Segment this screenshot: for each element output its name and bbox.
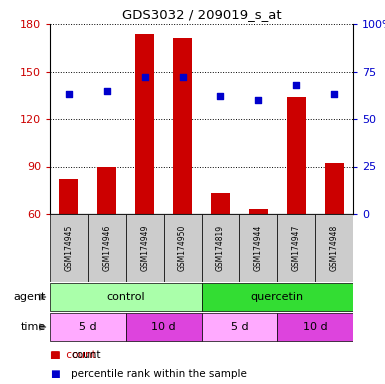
Text: 5 d: 5 d: [79, 322, 97, 332]
Bar: [249, 209, 268, 214]
Text: 10 d: 10 d: [303, 322, 327, 332]
Bar: [126, 214, 164, 282]
Text: control: control: [106, 292, 145, 302]
Point: [331, 91, 337, 98]
Text: quercetin: quercetin: [251, 292, 304, 302]
Bar: [173, 38, 192, 214]
Text: GSM174944: GSM174944: [254, 225, 263, 271]
Point: [179, 74, 186, 80]
Bar: [126, 313, 201, 341]
Bar: [239, 214, 277, 282]
Text: ■: ■: [50, 350, 60, 360]
Text: ■  count: ■ count: [50, 350, 96, 360]
Point: [255, 97, 261, 103]
Bar: [97, 167, 116, 214]
Text: GSM174948: GSM174948: [330, 225, 338, 271]
Bar: [201, 214, 239, 282]
Title: GDS3032 / 209019_s_at: GDS3032 / 209019_s_at: [122, 8, 281, 22]
Bar: [88, 214, 126, 282]
Text: GSM174946: GSM174946: [102, 225, 111, 271]
Text: GSM174950: GSM174950: [178, 225, 187, 271]
Text: count: count: [71, 350, 100, 360]
Bar: [277, 313, 353, 341]
Point: [293, 82, 299, 88]
Point: [218, 93, 224, 99]
Bar: [287, 97, 306, 214]
Bar: [211, 194, 230, 214]
Bar: [325, 163, 343, 214]
Text: GSM174945: GSM174945: [64, 225, 74, 271]
Text: time: time: [21, 322, 46, 332]
Bar: [50, 214, 88, 282]
Text: GSM174947: GSM174947: [292, 225, 301, 271]
Bar: [201, 283, 353, 311]
Text: ■: ■: [50, 369, 60, 379]
Text: 5 d: 5 d: [231, 322, 248, 332]
Bar: [50, 313, 126, 341]
Bar: [164, 214, 201, 282]
Bar: [277, 214, 315, 282]
Text: GSM174949: GSM174949: [140, 225, 149, 271]
Point: [66, 91, 72, 98]
Point: [104, 88, 110, 94]
Text: GSM174819: GSM174819: [216, 225, 225, 271]
Text: percentile rank within the sample: percentile rank within the sample: [71, 369, 247, 379]
Bar: [315, 214, 353, 282]
Bar: [59, 179, 79, 214]
Bar: [135, 33, 154, 214]
Text: 10 d: 10 d: [151, 322, 176, 332]
Bar: [50, 283, 201, 311]
Point: [142, 74, 148, 80]
Bar: [201, 313, 277, 341]
Text: agent: agent: [14, 292, 46, 302]
